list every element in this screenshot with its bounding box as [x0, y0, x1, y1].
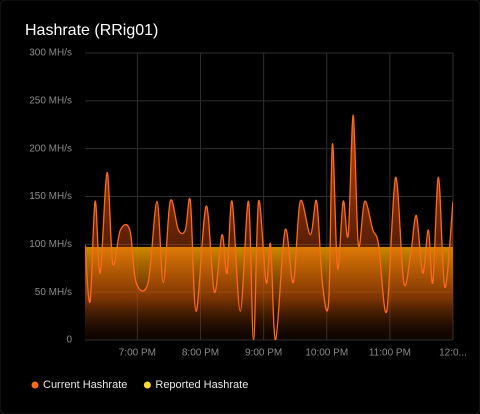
- x-tick-label: 9:00 PM: [245, 348, 282, 359]
- y-tick-label: 50 MH/s: [35, 287, 72, 298]
- x-tick-label: 7:00 PM: [119, 348, 156, 359]
- y-tick-label: 250 MH/s: [29, 95, 72, 106]
- area-fill: [85, 115, 453, 340]
- x-tick-label: 11:00 PM: [369, 348, 411, 359]
- y-tick-label: 150 MH/s: [29, 191, 72, 202]
- legend-label[interactable]: Reported Hashrate: [155, 379, 248, 391]
- y-tick-label: 300 MH/s: [29, 48, 72, 59]
- legend-label[interactable]: Current Hashrate: [43, 379, 127, 391]
- x-tick-label: 12:0...: [439, 348, 467, 359]
- x-tick-label: 10:00 PM: [305, 348, 348, 359]
- y-tick-label: 100 MH/s: [29, 239, 72, 250]
- x-tick-label: 8:00 PM: [182, 348, 219, 359]
- chart-title: Hashrate (RRig01): [25, 22, 158, 39]
- legend-swatch: [31, 381, 39, 389]
- legend-swatch: [143, 381, 151, 389]
- series-line: [85, 114, 453, 340]
- y-tick-label: 200 MH/s: [29, 143, 72, 154]
- y-tick-label: 0: [66, 335, 72, 346]
